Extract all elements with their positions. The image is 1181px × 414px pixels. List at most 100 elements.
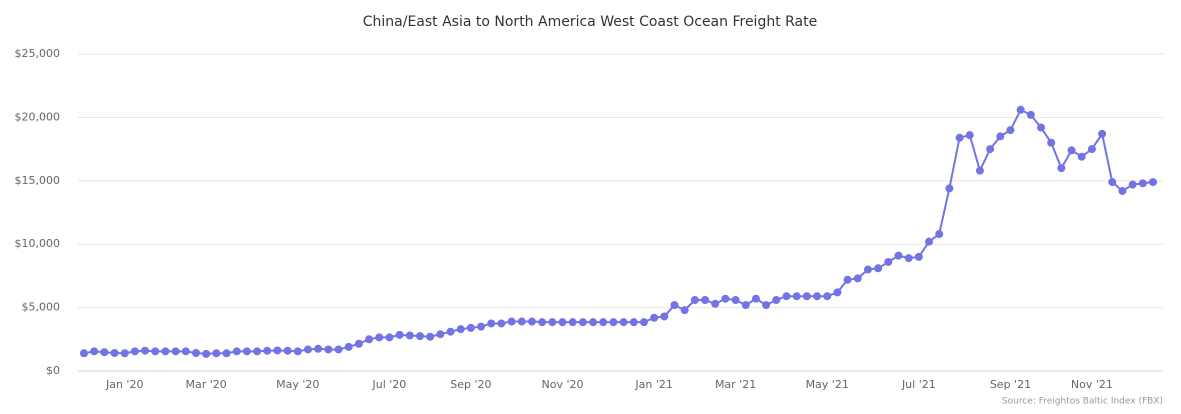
data-point — [650, 313, 659, 322]
data-point — [609, 318, 618, 327]
data-point — [354, 339, 363, 348]
data-point — [1067, 146, 1076, 155]
data-point — [1149, 178, 1157, 187]
data-point — [751, 294, 760, 303]
data-point — [813, 292, 822, 301]
data-point — [1138, 179, 1147, 188]
x-tick-label: Mar '20 — [186, 378, 227, 391]
x-tick-label: Jan '21 — [634, 378, 672, 391]
data-point — [1128, 180, 1137, 189]
data-point — [935, 230, 944, 239]
data-point — [538, 318, 547, 327]
data-point — [680, 306, 689, 315]
data-point — [1087, 145, 1096, 154]
data-point — [80, 349, 88, 358]
data-point — [629, 318, 638, 327]
data-point — [925, 237, 934, 246]
data-point — [731, 295, 740, 304]
data-point — [701, 295, 710, 304]
y-tick-label: $15,000 — [15, 174, 61, 187]
data-point — [283, 346, 292, 355]
data-point — [232, 347, 241, 356]
data-point — [660, 312, 669, 321]
data-point — [344, 342, 353, 351]
y-tick-label: $10,000 — [15, 237, 61, 250]
data-point — [171, 347, 180, 356]
data-point — [314, 344, 323, 353]
data-point — [711, 299, 720, 308]
data-point — [130, 347, 139, 356]
x-tick-label: Jul '21 — [901, 378, 936, 391]
data-point — [395, 330, 404, 339]
data-point — [120, 349, 129, 358]
data-point — [242, 347, 251, 356]
data-point — [843, 275, 852, 284]
data-point — [324, 345, 333, 354]
data-point — [385, 333, 394, 342]
data-point — [823, 292, 832, 301]
data-point — [141, 346, 150, 355]
data-point — [914, 252, 923, 261]
y-tick-label: $0 — [46, 364, 60, 377]
data-point — [303, 345, 312, 354]
x-tick-label: Jul '20 — [372, 378, 407, 391]
data-point — [833, 288, 842, 297]
x-tick-label: May '21 — [806, 378, 849, 391]
x-tick-label: Mar '21 — [715, 378, 756, 391]
data-point — [365, 335, 374, 344]
data-point — [466, 323, 475, 332]
data-point — [477, 322, 486, 331]
data-point — [762, 301, 771, 310]
data-point — [212, 349, 221, 358]
data-point — [181, 347, 190, 356]
data-point — [1077, 152, 1086, 161]
data-point — [497, 319, 506, 328]
data-point — [1118, 186, 1127, 195]
data-point — [792, 292, 801, 301]
data-point — [90, 347, 99, 356]
data-point — [1037, 123, 1046, 132]
data-point — [884, 257, 893, 266]
data-point — [222, 349, 231, 358]
x-tick-label: Jan '20 — [105, 378, 143, 391]
data-point — [151, 347, 160, 356]
data-point — [161, 347, 170, 356]
data-point — [619, 318, 628, 327]
data-point — [191, 348, 200, 357]
data-point — [670, 301, 679, 310]
data-point — [599, 318, 608, 327]
data-point — [741, 301, 750, 310]
data-point — [853, 274, 862, 283]
data-point — [263, 346, 272, 355]
data-point — [894, 251, 903, 260]
data-point — [426, 332, 435, 341]
y-tick-label: $25,000 — [15, 47, 61, 60]
data-point — [415, 332, 424, 341]
data-point — [273, 346, 282, 355]
data-point — [802, 292, 811, 301]
data-point — [874, 264, 883, 273]
data-point — [1047, 138, 1056, 147]
data-point — [639, 318, 648, 327]
data-point — [568, 318, 577, 327]
data-point — [578, 318, 587, 327]
data-point — [1026, 110, 1035, 119]
x-tick-label: Sep '20 — [450, 378, 491, 391]
data-point — [517, 317, 526, 326]
x-tick-label: Sep '21 — [990, 378, 1031, 391]
data-point — [1016, 105, 1025, 114]
data-point — [456, 325, 465, 334]
chart-title: China/East Asia to North America West Co… — [363, 14, 818, 30]
series-line — [83, 108, 1154, 355]
data-point — [293, 347, 302, 356]
data-point — [507, 317, 516, 326]
data-point — [1057, 164, 1066, 173]
data-point — [863, 265, 872, 274]
x-tick-label: May '20 — [276, 378, 319, 391]
data-point — [996, 132, 1005, 141]
data-point — [375, 333, 384, 342]
data-point — [721, 294, 730, 303]
data-point — [1006, 126, 1015, 135]
y-tick-label: $20,000 — [15, 110, 61, 123]
